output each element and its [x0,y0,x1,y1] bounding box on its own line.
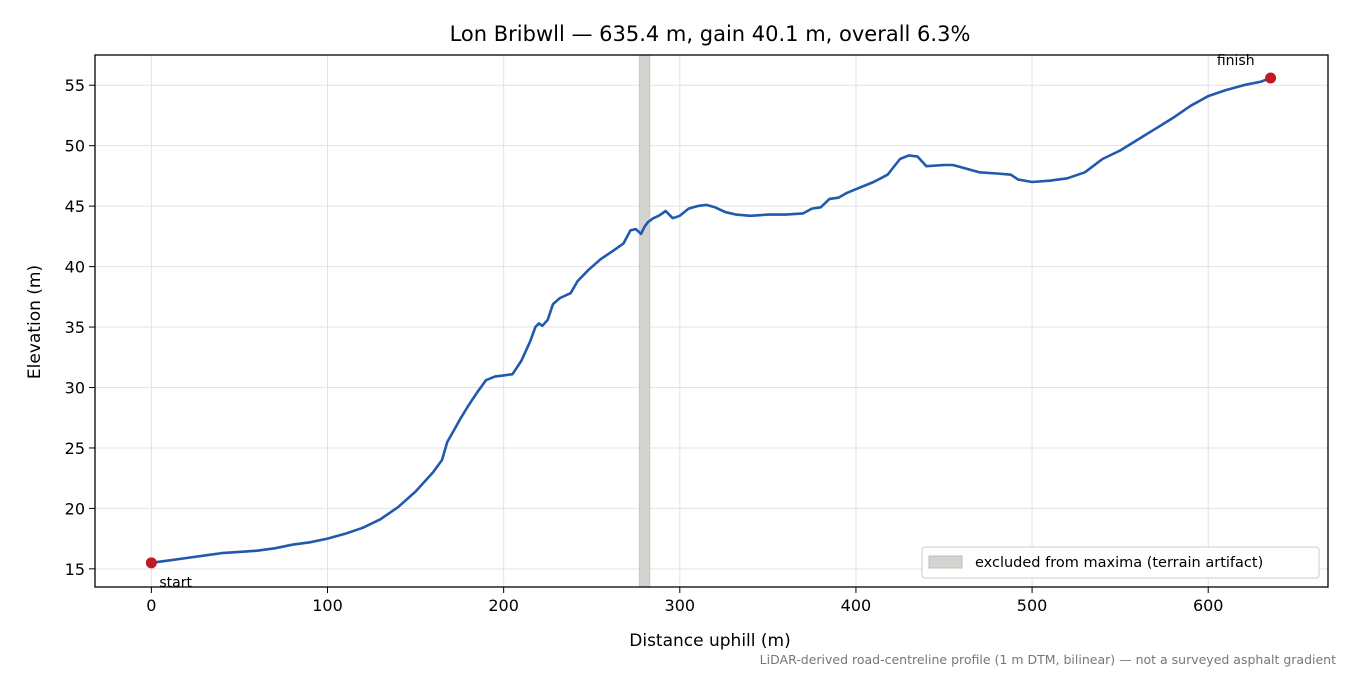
legend: excluded from maxima (terrain artifact) [921,546,1320,579]
x-tick-label: 0 [146,596,156,615]
x-tick-label: 300 [665,596,696,615]
x-tick-label: 400 [841,596,872,615]
finish-marker [1265,72,1277,84]
legend-swatch [928,555,963,569]
excluded-band-layer [638,54,651,588]
start-label: start [159,575,192,591]
x-axis-label: Distance uphill (m) [629,631,790,651]
footnote: LiDAR-derived road-centreline profile (1… [760,652,1336,667]
y-tick-label: 45 [65,197,85,216]
plot-frame [94,54,1329,588]
legend-box [921,546,1320,579]
grid-lines [95,55,1328,587]
chart-title: Lon Bribwll — 635.4 m, gain 40.1 m, over… [450,22,971,46]
y-tick-label: 50 [65,137,85,156]
x-tick-label: 600 [1193,596,1224,615]
axis-ticks: 0 100 200 300 400 500 600 15 20 25 30 35 40 45 50 55 [65,76,1224,615]
x-tick-label: 100 [312,596,343,615]
y-axis-label: Elevation (m) [25,265,45,379]
x-tick-label: 200 [488,596,519,615]
start-marker [145,557,157,569]
marker-layer: start finish [145,53,1277,591]
excluded-band [638,54,651,588]
series-layer [150,76,1272,565]
legend-entry: excluded from maxima (terrain artifact) [975,555,1263,571]
x-tick-label: 500 [1017,596,1048,615]
elevation-profile-line [150,76,1272,565]
y-tick-label: 15 [65,560,85,579]
y-tick-label: 55 [65,76,85,95]
finish-label: finish [1217,53,1255,69]
y-tick-label: 40 [65,258,85,277]
y-tick-label: 25 [65,439,85,458]
y-tick-label: 20 [65,499,85,518]
y-tick-label: 30 [65,379,85,398]
y-tick-label: 35 [65,318,85,337]
